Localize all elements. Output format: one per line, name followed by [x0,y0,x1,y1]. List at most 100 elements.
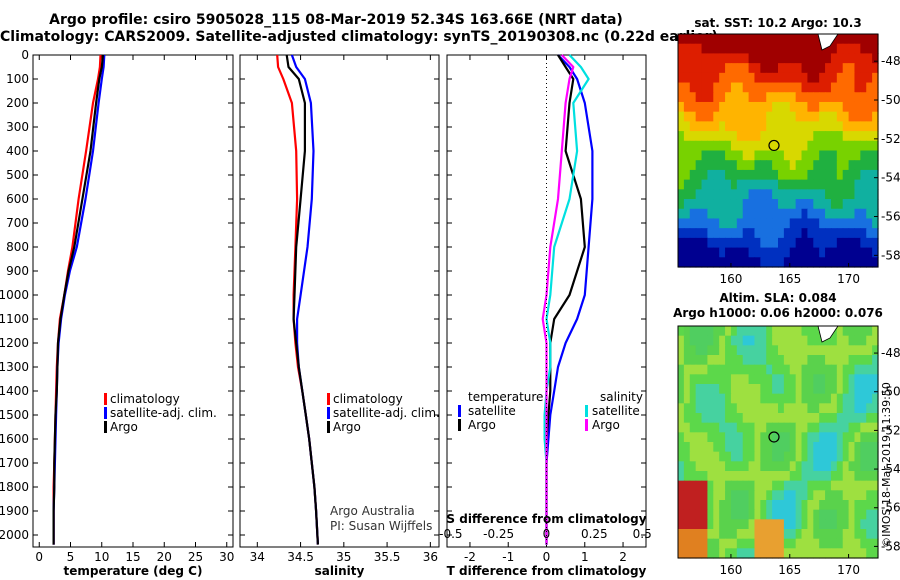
x-tick-label-temperature: 25 [188,550,203,564]
map-y-tick-label: -52 [881,423,900,437]
map-y-tick-label: -58 [881,248,900,262]
x-tick-label-salinity: 34 [250,550,265,564]
salinity-legend-swatch [327,421,330,433]
x-tick-label-temperature: 20 [157,550,172,564]
temperature-legend-swatch [104,407,107,419]
map-sst [678,33,879,268]
x-tick-label-difference: 1 [581,550,589,564]
s-axis-label: S difference from climatology [446,512,646,526]
y-tick-label: 500 [6,168,29,182]
y-tick-label: 300 [6,120,29,134]
y-tick-label: 1900 [0,504,29,518]
map-y-tick-label: -50 [881,93,900,107]
map-x-tick-label: 160 [719,272,742,286]
plot-frame-salinity [239,54,440,548]
map-frame-sst [677,33,879,268]
series-line-difference-argo [541,54,575,545]
y-tick-label: 900 [6,264,29,278]
y-tick-label: 1200 [0,336,29,350]
y-tick-label: 0 [21,48,29,62]
temperature-legend-label: Argo [110,420,138,434]
diff-legend-swatch-left [458,419,461,431]
y-tick-label: 400 [6,144,29,158]
credit-argo-australia: Argo Australia [330,504,415,518]
x-tick-label-difference: -2 [464,550,476,564]
x-tick-label-temperature: 30 [219,550,234,564]
diff-legend-swatch-left [458,405,461,417]
x-axis-label-temperature: temperature (deg C) [64,564,203,578]
y-tick-label: 1600 [0,432,29,446]
y-tick-label: 1100 [0,312,29,326]
salinity-legend-swatch [327,393,330,405]
series-line-temperature-satellite-adj--clim- [52,54,106,545]
temperature-legend-label: climatology [110,392,180,406]
map-x-tick-label: 165 [778,272,801,286]
map-sla [678,325,879,559]
temperature-legend-swatch [104,393,107,405]
map-x-tick-label: 165 [778,563,801,577]
series-line-temperature-argo [52,54,105,545]
x-tick-label-difference: 2 [619,550,627,564]
y-tick-label: 1400 [0,384,29,398]
temperature-legend-label: satellite-adj. clim. [110,406,217,420]
map-frame-sla [677,325,879,559]
argo-position-marker [768,431,780,443]
salinity-legend-label: climatology [333,392,403,406]
x-tick-label-salinity: 34.5 [287,550,314,564]
map-y-tick-label: -48 [881,346,900,360]
map-y-tick-label: -56 [881,501,900,515]
diff-legend-title-salinity: salinity [600,390,643,404]
map-y-tick-label: -54 [881,462,900,476]
y-tick-label: 600 [6,192,29,206]
y-tick-label: 1700 [0,456,29,470]
x-tick-label-difference: -1 [502,550,514,564]
y-tick-label: 1500 [0,408,29,422]
sla-map-title-1: Altim. SLA: 0.084 [719,291,836,305]
s-tick-label: -0.5 [439,527,462,541]
s-tick-label: 0.5 [633,527,652,541]
diff-legend-swatch-right [585,405,588,417]
y-tick-label: 1000 [0,288,29,302]
map-y-tick-label: -56 [881,210,900,224]
x-tick-label-difference: 0 [543,550,551,564]
salinity-legend-label: satellite-adj. clim. [333,406,440,420]
sst-map-title: sat. SST: 10.2 Argo: 10.3 [694,16,861,30]
diff-legend-label-right: satellite [592,404,640,418]
map-x-tick-label: 170 [837,563,860,577]
temperature-legend-swatch [104,421,107,433]
y-tick-label: 700 [6,216,29,230]
x-tick-label-temperature: 15 [125,550,140,564]
diff-legend-swatch-right [585,419,588,431]
header-title-line2: Climatology: CARS2009. Satellite-adjuste… [0,29,718,45]
map-y-tick-label: -50 [881,385,900,399]
series-line-difference-satellite [545,54,594,545]
map-y-tick-label: -48 [881,54,900,68]
map-x-tick-label: 160 [719,563,742,577]
map-y-tick-label: -58 [881,539,900,553]
x-axis-label-salinity: salinity [315,564,365,578]
x-tick-label-salinity: 36 [423,550,438,564]
footer-credit: ©IMOS 18-Mar-2019 11:39:50 [880,382,893,548]
y-tick-label: 200 [6,96,29,110]
sla-map-title-2: Argo h1000: 0.06 h2000: 0.076 [673,306,883,320]
diff-legend-label-left: satellite [468,404,516,418]
credit-pi: PI: Susan Wijffels [330,519,432,533]
y-tick-label: 100 [6,72,29,86]
s-tick-label: 0 [543,527,551,541]
series-line-difference-argo [545,54,586,545]
map-y-tick-label: -54 [881,171,900,185]
diff-legend-title-temperature: temperature [468,390,543,404]
y-tick-label: 800 [6,240,29,254]
series-line-salinity-argo [285,54,319,545]
salinity-legend-swatch [327,407,330,419]
x-tick-label-salinity: 35 [336,550,351,564]
diff-legend-label-right: Argo [592,418,620,432]
map-y-tick-label: -52 [881,132,900,146]
s-tick-label: 0.25 [581,527,608,541]
y-tick-label: 1300 [0,360,29,374]
x-tick-label-salinity: 35.5 [374,550,401,564]
x-axis-label-difference: T difference from climatology [447,564,647,578]
y-tick-label: 1800 [0,480,29,494]
x-tick-label-temperature: 10 [94,550,109,564]
